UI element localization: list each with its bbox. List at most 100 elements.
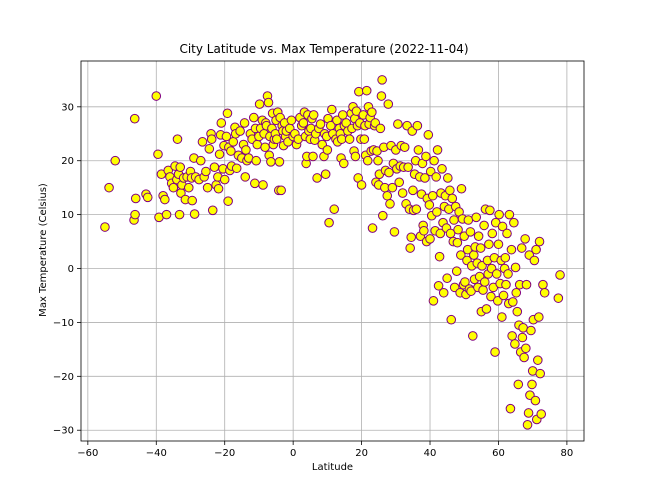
data-point: [276, 185, 286, 196]
data-point: [510, 339, 520, 349]
data-point: [509, 217, 519, 228]
data-point: [312, 173, 322, 183]
data-point: [344, 134, 355, 144]
data-point: [538, 279, 548, 290]
data-point: [479, 277, 490, 287]
data-point: [539, 287, 550, 298]
data-point: [376, 91, 387, 101]
data-point: [308, 110, 319, 120]
data-point: [493, 239, 504, 250]
data-point: [214, 149, 225, 160]
data-point: [506, 244, 517, 255]
data-point: [530, 395, 541, 406]
data-point: [423, 130, 434, 140]
data-point: [161, 209, 172, 220]
data-point: [315, 119, 326, 129]
data-point: [142, 192, 153, 203]
data-point: [456, 250, 466, 260]
x-axis-label: Latitude: [312, 462, 353, 473]
data-point: [446, 314, 457, 325]
data-point: [266, 156, 276, 167]
data-point: [517, 332, 528, 343]
data-point: [481, 304, 492, 314]
data-point: [505, 403, 516, 414]
data-point: [534, 312, 544, 322]
x-tick-label: −40: [146, 448, 167, 459]
data-point: [248, 112, 259, 123]
data-point: [497, 221, 508, 232]
data-point: [394, 177, 405, 188]
data-point: [527, 379, 537, 390]
data-point: [222, 108, 233, 119]
data-point: [350, 151, 361, 162]
data-point: [485, 205, 495, 216]
data-point: [367, 107, 377, 118]
data-point: [508, 297, 518, 307]
data-point: [425, 234, 435, 244]
data-point: [432, 145, 443, 155]
data-point: [362, 155, 373, 166]
data-point: [383, 99, 394, 109]
data-point: [129, 113, 140, 124]
data-point: [202, 182, 213, 193]
data-point: [449, 215, 459, 225]
data-point: [521, 279, 532, 290]
data-point: [413, 145, 424, 155]
data-point: [252, 139, 263, 150]
data-point: [510, 262, 521, 273]
x-tick-label: 40: [424, 448, 437, 459]
data-point: [375, 123, 386, 134]
data-point: [442, 273, 452, 284]
y-tick-label: −20: [53, 372, 74, 383]
data-point: [405, 243, 415, 253]
data-point: [201, 166, 211, 177]
data-point: [239, 118, 250, 128]
data-point: [516, 243, 527, 253]
data-point: [465, 227, 476, 237]
data-point: [384, 167, 394, 178]
data-point: [195, 155, 206, 166]
data-point: [473, 231, 484, 241]
data-point: [260, 142, 270, 153]
data-point: [419, 225, 429, 236]
data-point: [228, 137, 239, 147]
data-point: [258, 180, 268, 190]
data-point: [174, 209, 185, 220]
data-point: [373, 155, 383, 166]
data-point: [226, 146, 236, 156]
y-tick-label: 10: [61, 210, 74, 221]
data-point: [519, 352, 529, 363]
data-point: [219, 174, 230, 185]
data-point: [251, 155, 261, 166]
data-point: [271, 134, 282, 144]
plot-frame: [80, 60, 585, 442]
data-points: [100, 75, 565, 430]
data-point: [298, 118, 309, 128]
data-point: [263, 97, 274, 108]
data-point: [367, 223, 378, 233]
data-point: [399, 142, 410, 153]
data-point: [322, 145, 333, 155]
data-point: [512, 306, 523, 317]
data-point: [168, 182, 179, 193]
data-point: [492, 296, 503, 306]
data-point: [324, 217, 334, 228]
data-point: [412, 120, 423, 131]
x-tick-label: 20: [355, 448, 368, 459]
data-point: [338, 158, 349, 169]
data-point: [520, 234, 530, 244]
data-point: [356, 180, 367, 190]
data-point: [204, 144, 215, 154]
data-point: [460, 277, 470, 287]
data-point: [469, 250, 479, 260]
data-point: [408, 185, 418, 196]
data-point: [433, 280, 444, 291]
data-point: [490, 347, 500, 357]
x-tick-label: −20: [214, 448, 235, 459]
data-point: [361, 85, 372, 96]
data-point: [378, 210, 388, 221]
data-point: [534, 236, 545, 247]
data-point: [428, 296, 439, 306]
data-point: [151, 91, 162, 101]
data-point: [231, 163, 242, 174]
